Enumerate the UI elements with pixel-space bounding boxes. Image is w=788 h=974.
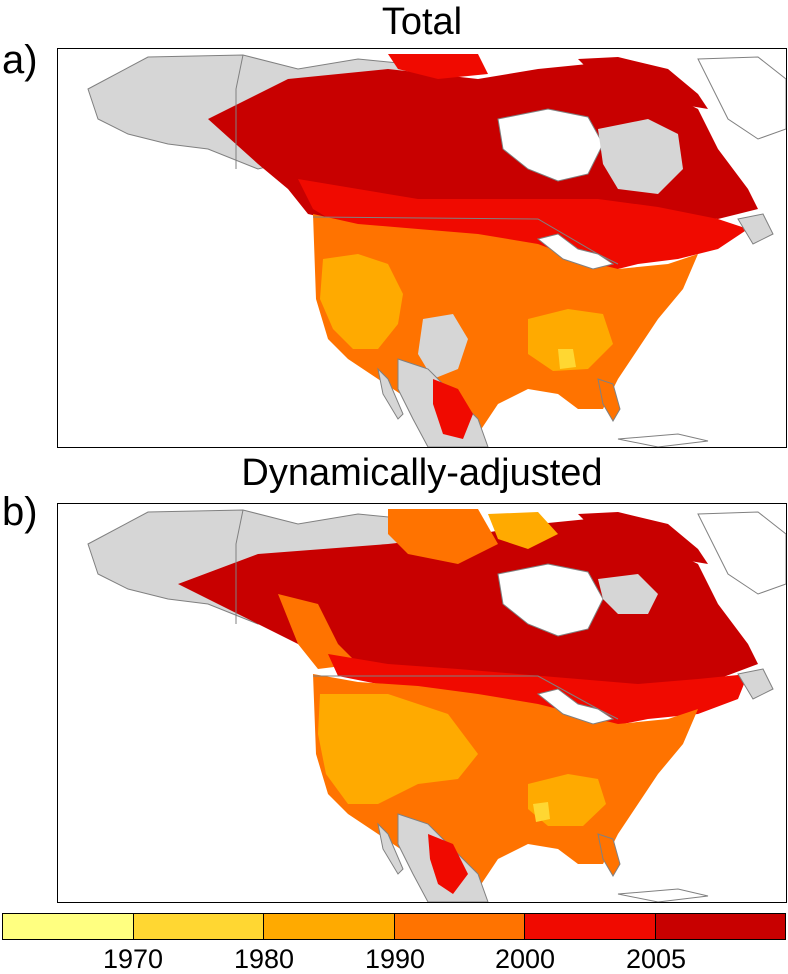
colorbar-bin-4 [394, 914, 525, 939]
colorbar-tick-2000: 2000 [494, 944, 556, 974]
panel-b-label: b) [2, 490, 38, 534]
panel-a-title: Total [381, 1, 463, 43]
map-panel-b [57, 503, 787, 903]
map-panel-a [57, 48, 787, 448]
colorbar-bin-2 [133, 914, 264, 939]
colorbar-tick-2005: 2005 [625, 944, 687, 974]
map-b-svg [58, 504, 786, 902]
map-a-svg [58, 49, 786, 447]
colorbar-tick-1990: 1990 [364, 944, 426, 974]
colorbar-bin-6 [655, 914, 785, 939]
panel-a-label: a) [2, 38, 38, 82]
colorbar-tick-1970: 1970 [102, 944, 164, 974]
colorbar-bin-1 [3, 914, 134, 939]
panel-b-title: Dynamically-adjusted [241, 452, 603, 494]
colorbar-bin-3 [264, 914, 395, 939]
colorbar-bin-5 [525, 914, 656, 939]
colorbar-tick-1980: 1980 [233, 944, 295, 974]
colorbar [2, 913, 786, 940]
